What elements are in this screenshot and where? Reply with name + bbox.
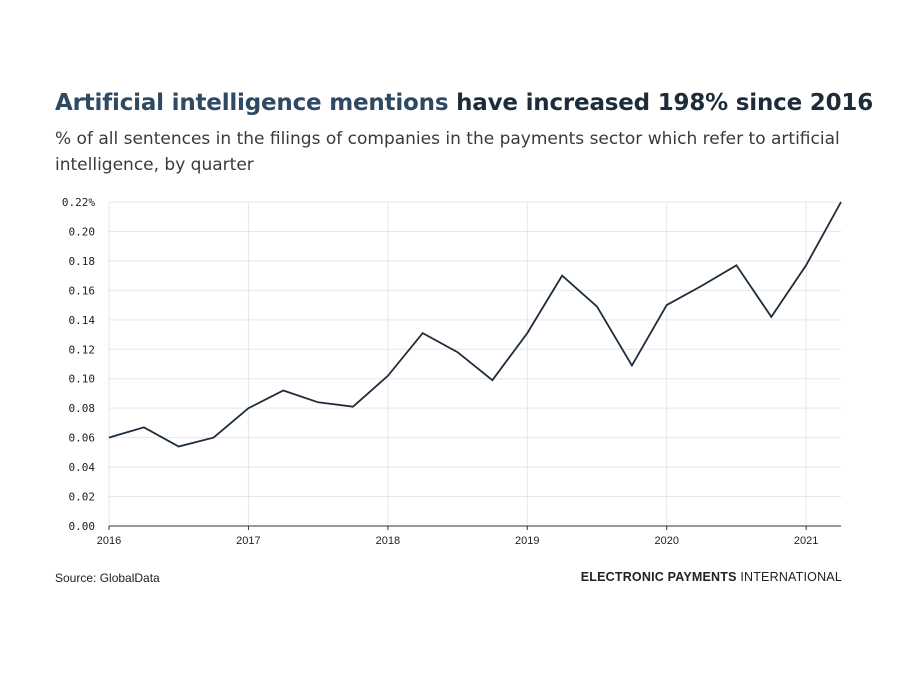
x-tick-label: 2019	[515, 535, 539, 547]
source-note: Source: GlobalData	[55, 571, 160, 585]
x-tick-label: 2020	[654, 535, 678, 547]
y-tick-label: 0.04	[69, 461, 96, 474]
x-tick-label: 2021	[794, 535, 818, 547]
y-tick-label: 0.00	[69, 520, 96, 533]
series-line	[109, 202, 841, 447]
brand-name-bold: ELECTRONIC PAYMENTS	[581, 570, 737, 584]
y-tick-label: 0.16	[69, 284, 96, 297]
x-tick-label: 2016	[97, 535, 121, 547]
brand-logo: ELECTRONIC PAYMENTS INTERNATIONAL	[581, 570, 842, 584]
y-tick-label: 0.18	[69, 255, 96, 268]
y-tick-label: 0.20	[69, 225, 96, 238]
y-tick-label: 0.02	[69, 491, 96, 504]
x-tick-label: 2017	[236, 535, 260, 547]
chart-grid	[109, 202, 841, 526]
y-tick-label: 0.12	[69, 343, 96, 356]
y-tick-label: 0.22%	[62, 196, 95, 209]
y-tick-label: 0.14	[69, 314, 96, 327]
y-tick-label: 0.10	[69, 373, 96, 386]
y-axis: 0.00 0.02 0.04 0.06 0.08 0.10 0.12 0.14 0.16 0.18…	[62, 196, 95, 533]
y-tick-label: 0.08	[69, 402, 96, 415]
chart-series	[109, 202, 841, 447]
x-axis: 2016 2017 2018 2019 2020 2021	[97, 526, 841, 547]
brand-name-light: INTERNATIONAL	[737, 570, 842, 584]
x-tick-label: 2018	[376, 535, 400, 547]
y-tick-label: 0.06	[69, 432, 96, 445]
